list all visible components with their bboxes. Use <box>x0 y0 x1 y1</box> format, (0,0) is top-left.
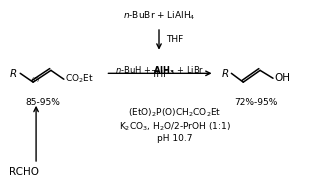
Text: $^{(E)}$: $^{(E)}$ <box>32 76 41 85</box>
Text: $n$-BuBr + LiAlH$_4$: $n$-BuBr + LiAlH$_4$ <box>123 9 195 22</box>
Text: (EtO)$_2$P(O)CH$_2$CO$_2$Et: (EtO)$_2$P(O)CH$_2$CO$_2$Et <box>128 107 222 119</box>
Text: THF: THF <box>166 35 183 44</box>
Text: 72%-95%: 72%-95% <box>234 98 278 107</box>
Text: $R$: $R$ <box>9 67 18 79</box>
Text: 85-95%: 85-95% <box>26 98 61 107</box>
Text: $n$-BuH + $\mathbf{AlH_3}$ + LiBr: $n$-BuH + $\mathbf{AlH_3}$ + LiBr <box>115 65 205 77</box>
Text: K$_2$CO$_3$, H$_2$O/2-PrOH (1:1): K$_2$CO$_3$, H$_2$O/2-PrOH (1:1) <box>119 121 231 133</box>
Text: pH 10.7: pH 10.7 <box>157 134 193 143</box>
Text: CO$_2$Et: CO$_2$Et <box>65 73 93 85</box>
Text: THF: THF <box>152 70 169 79</box>
Text: RCHO: RCHO <box>9 167 39 177</box>
Text: OH: OH <box>274 73 290 83</box>
Text: $R$: $R$ <box>221 67 230 79</box>
